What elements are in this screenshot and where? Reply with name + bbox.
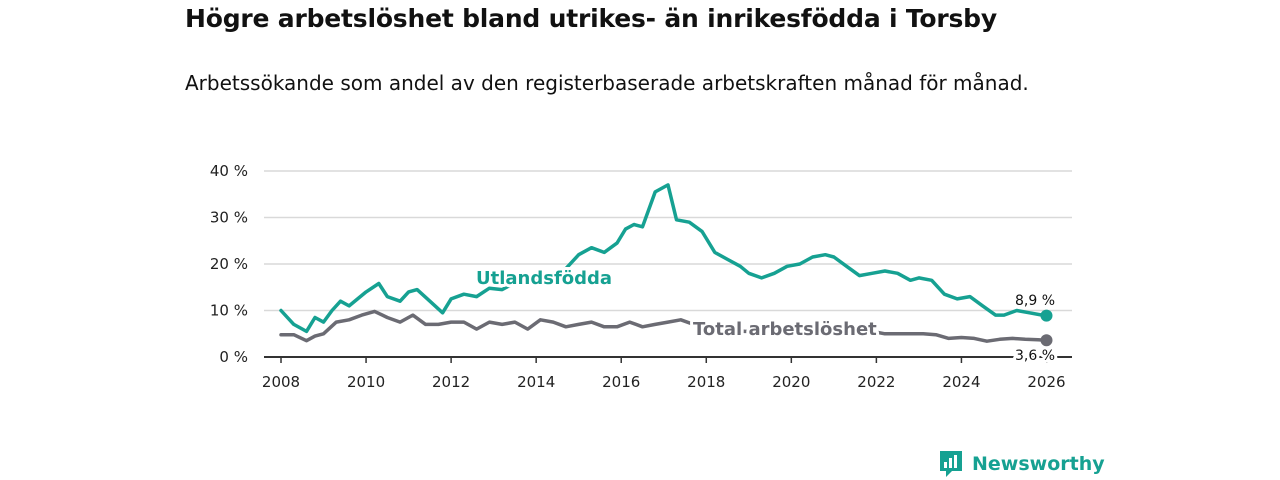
brand-name: Newsworthy xyxy=(972,453,1105,475)
end-point-utlandsfodda xyxy=(1040,309,1053,322)
chart-title: Högre arbetslöshet bland utrikes- än inr… xyxy=(185,4,997,33)
x-tick-label: 2018 xyxy=(687,373,725,391)
end-point-total xyxy=(1040,334,1053,347)
chart-subtitle: Arbetssökande som andel av den registerb… xyxy=(185,71,1029,95)
end-value-total-halo: 3,6 % xyxy=(1015,348,1055,364)
end-value-total: 3,6 % xyxy=(1015,348,1055,364)
x-tick-label: 2022 xyxy=(857,373,895,391)
series-label-utlandsfodda-halo: Utlandsfödda xyxy=(476,268,612,289)
y-tick-label: 0 % xyxy=(219,348,248,366)
x-tick-label: 2020 xyxy=(772,373,810,391)
y-tick-label: 20 % xyxy=(210,255,248,273)
x-tick-label: 2012 xyxy=(432,373,470,391)
series-label-utlandsfodda: Utlandsfödda xyxy=(476,268,612,289)
y-tick-label: 10 % xyxy=(210,302,248,320)
x-tick-label: 2016 xyxy=(602,373,640,391)
x-tick-label: 2024 xyxy=(942,373,980,391)
y-tick-label: 40 % xyxy=(210,162,248,180)
x-axis: 2008 2010 2012 2014 2016 2018 2020 2022 2024 2026 xyxy=(262,356,1072,391)
series-line-utlandsfodda xyxy=(279,183,1049,334)
series-label-total-halo: Total arbetslöshet xyxy=(693,319,877,340)
newsworthy-logo: Newsworthy xyxy=(938,449,1105,479)
end-value-utlandsfodda-halo: 8,9 % xyxy=(1015,293,1055,309)
x-tick-label: 2026 xyxy=(1027,373,1065,391)
x-tick-label: 2008 xyxy=(262,373,300,391)
end-value-utlandsfodda: 8,9 % xyxy=(1015,293,1055,309)
series-line-total xyxy=(279,309,1049,343)
y-tick-label: 30 % xyxy=(210,209,248,227)
newsworthy-logo-icon xyxy=(940,451,962,477)
x-tick-label: 2010 xyxy=(347,373,385,391)
series-label-total: Total arbetslöshet xyxy=(693,319,877,340)
x-tick-label: 2014 xyxy=(517,373,555,391)
series-lines xyxy=(279,183,1053,347)
y-axis-tick-labels: 0 % 10 % 20 % 30 % 40 % xyxy=(210,162,248,366)
grid-lines xyxy=(264,170,1072,312)
